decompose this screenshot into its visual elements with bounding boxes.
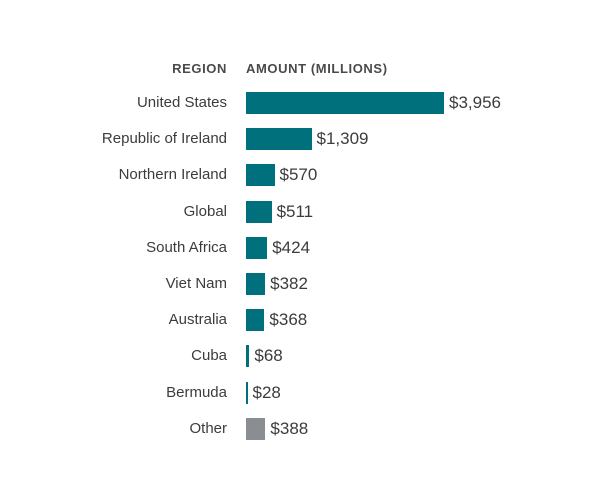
category-label: Viet Nam [165, 275, 227, 292]
category-label: Australia [168, 311, 227, 329]
amount-column-header: AMOUNT (MILLIONS) [246, 61, 388, 76]
category-label: Bermuda [166, 383, 227, 401]
value-label: $68 [254, 346, 283, 366]
bar [246, 417, 266, 440]
region-column-header: REGION [172, 61, 227, 76]
category-label: United States [136, 94, 227, 111]
category-label: South Africa [146, 238, 227, 256]
value-label: $388 [270, 418, 309, 438]
value-label: $28 [252, 382, 281, 402]
category-label: Global [183, 202, 227, 220]
bar [246, 381, 248, 404]
category-label: Other [189, 419, 227, 437]
value-label: $382 [270, 274, 308, 293]
value-label: $570 [279, 165, 318, 185]
bar [246, 309, 265, 332]
value-label: $1,309 [316, 129, 369, 149]
bar [246, 128, 312, 151]
bar [246, 345, 250, 368]
bar [246, 164, 275, 187]
bar [246, 236, 268, 259]
category-label: Northern Ireland [118, 166, 227, 184]
bar [246, 92, 444, 114]
bar [246, 200, 272, 223]
category-label: Cuba [191, 347, 227, 365]
bar [246, 273, 266, 295]
value-label: $368 [269, 310, 308, 330]
value-label: $511 [276, 201, 314, 221]
category-label: Republic of Ireland [101, 130, 227, 148]
value-label: $3,956 [449, 93, 501, 112]
value-label: $424 [272, 237, 311, 257]
